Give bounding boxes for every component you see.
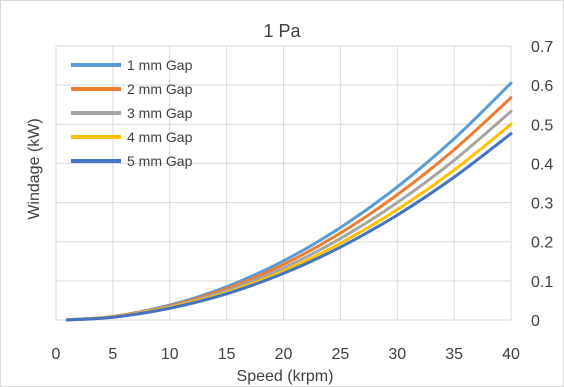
series-layer — [65, 81, 513, 322]
x-tick-label: 30 — [388, 346, 406, 363]
legend: 1 mm Gap 2 mm Gap 3 mm Gap 4 mm Gap 5 mm Gap — [71, 57, 193, 169]
y-tick-label: 0.3 — [531, 196, 553, 213]
x-tick-label: 20 — [275, 346, 293, 363]
x-tick-label: 0 — [52, 346, 61, 363]
series-line — [65, 132, 513, 322]
legend-label: 4 mm Gap — [127, 129, 193, 145]
x-axis-title: Speed (krpm) — [237, 368, 334, 385]
y-axis-title: Windage (kW) — [26, 118, 43, 219]
x-tick-label: 15 — [218, 346, 236, 363]
grid-layer — [55, 45, 512, 321]
y-tick-label: 0.5 — [531, 117, 553, 134]
y-tick-label: 0.1 — [531, 274, 553, 291]
x-tick-label: 25 — [331, 346, 349, 363]
legend-label: 5 mm Gap — [127, 153, 193, 169]
y-tick-layer: 0 0.1 0.2 0.3 0.4 0.5 0.6 0.7 — [531, 39, 553, 330]
y-tick-label: 0.7 — [531, 39, 553, 56]
x-tick-layer: 0 5 10 15 20 25 30 35 40 — [52, 346, 520, 363]
x-tick-label: 10 — [161, 346, 179, 363]
legend-label: 2 mm Gap — [127, 81, 193, 97]
chart-title: 1 Pa — [263, 21, 301, 41]
y-tick-label: 0.6 — [531, 78, 553, 95]
x-tick-label: 35 — [445, 346, 463, 363]
y-tick-label: 0 — [531, 313, 540, 330]
y-tick-label: 0.4 — [531, 156, 553, 173]
y-tick-label: 0.2 — [531, 235, 553, 252]
x-tick-label: 40 — [502, 346, 520, 363]
x-tick-label: 5 — [108, 346, 117, 363]
legend-label: 1 mm Gap — [127, 57, 193, 73]
legend-label: 3 mm Gap — [127, 105, 193, 121]
